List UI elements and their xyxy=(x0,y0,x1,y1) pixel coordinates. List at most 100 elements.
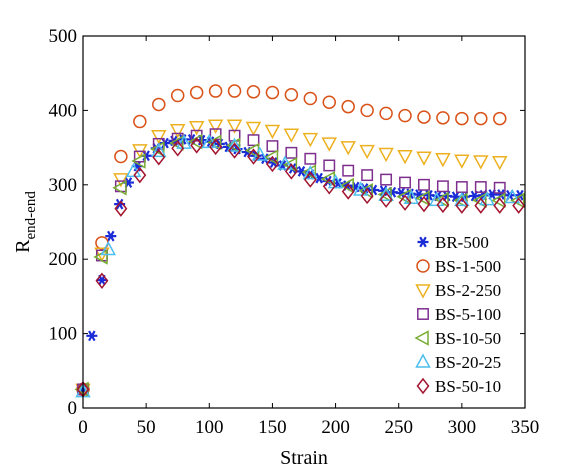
legend-item: BS-5-100 xyxy=(417,305,501,324)
data-point xyxy=(359,144,375,160)
data-point xyxy=(113,173,129,188)
x-tick-label: 250 xyxy=(384,417,413,438)
data-point xyxy=(479,191,495,206)
x-tick-label: 100 xyxy=(195,417,224,438)
data-point xyxy=(125,162,142,178)
data-point xyxy=(512,197,526,214)
data-point xyxy=(169,123,186,139)
data-point xyxy=(321,137,338,152)
data-point xyxy=(114,200,128,217)
data-point xyxy=(114,149,128,164)
data-point xyxy=(226,119,243,134)
legend-item: BS-1-500 xyxy=(416,257,501,276)
data-point xyxy=(417,195,431,213)
svg-text:Rend-end: Rend-end xyxy=(12,191,39,253)
x-tick-label: 50 xyxy=(137,417,156,438)
data-point xyxy=(228,142,241,159)
legend-label: BS-1-500 xyxy=(435,257,501,276)
data-point xyxy=(436,180,449,193)
data-point xyxy=(491,155,508,171)
data-point xyxy=(353,181,369,196)
data-point xyxy=(493,181,506,194)
legend-label: BR-500 xyxy=(435,233,489,252)
legend-item: BR-500 xyxy=(417,233,489,252)
legend-marker xyxy=(417,236,429,248)
data-point xyxy=(285,146,298,159)
data-point xyxy=(454,154,470,169)
data-point xyxy=(379,191,393,208)
y-tick-label: 0 xyxy=(68,398,78,419)
data-point xyxy=(226,137,243,152)
data-point xyxy=(455,181,468,193)
legend: BR-500 BS-1-500 BS-2-250 BS-5-100 BS-10-50 BS… xyxy=(414,233,501,396)
data-point xyxy=(380,173,393,186)
axis-ticks: 0 50 100 150 200 250 300 350 0 100 200 300 400 500 xyxy=(49,26,540,438)
legend-label: BS-2-250 xyxy=(435,281,501,300)
data-point xyxy=(455,197,469,214)
legend-item: BS-10-50 xyxy=(414,329,501,348)
data-point xyxy=(152,149,166,166)
legend-marker xyxy=(415,353,431,368)
data-point xyxy=(201,133,218,149)
data-point xyxy=(189,85,204,100)
y-tick-label: 200 xyxy=(49,249,78,270)
y-axis-label-main: R xyxy=(12,239,34,253)
data-point xyxy=(188,133,203,150)
y-tick-label: 300 xyxy=(49,175,78,196)
x-tick-label: 350 xyxy=(511,417,540,438)
data-point xyxy=(399,176,411,189)
data-point xyxy=(304,152,317,165)
data-point xyxy=(396,188,411,205)
legend-item: BS-2-250 xyxy=(415,281,501,300)
data-point xyxy=(378,147,394,163)
y-axis-label: Rend-end xyxy=(12,191,39,253)
data-point xyxy=(491,192,506,209)
data-point xyxy=(247,134,260,147)
data-point xyxy=(403,189,420,204)
x-axis-label: Strain xyxy=(280,447,328,469)
data-point xyxy=(176,134,192,149)
data-point xyxy=(340,141,356,156)
data-point xyxy=(171,140,185,157)
data-point xyxy=(265,155,279,173)
legend-marker xyxy=(416,377,430,395)
data-point xyxy=(246,85,261,99)
data-point xyxy=(361,169,374,182)
data-point xyxy=(86,330,98,342)
legend-label: BS-20-25 xyxy=(435,353,501,372)
data-point xyxy=(302,165,319,180)
data-point xyxy=(417,110,431,124)
data-point xyxy=(247,148,260,165)
legend-item: BS-20-25 xyxy=(415,353,501,372)
legend-marker xyxy=(414,330,429,346)
data-point xyxy=(504,188,521,204)
legend-marker xyxy=(417,308,429,320)
data-point xyxy=(398,194,412,211)
y-tick-label: 500 xyxy=(49,26,78,47)
data-point xyxy=(436,111,450,125)
data-point xyxy=(474,197,488,214)
data-point xyxy=(264,124,281,140)
data-point xyxy=(105,230,117,242)
data-point xyxy=(474,181,487,193)
data-point xyxy=(367,184,379,196)
data-point xyxy=(303,91,318,106)
data-point xyxy=(190,137,204,154)
data-point xyxy=(379,106,393,121)
data-point xyxy=(360,187,374,205)
data-point xyxy=(492,111,507,126)
data-point xyxy=(151,129,167,145)
data-point xyxy=(245,121,262,137)
data-point xyxy=(323,159,336,172)
x-tick-label: 200 xyxy=(321,417,350,438)
data-point xyxy=(428,191,445,207)
data-point xyxy=(188,121,205,136)
legend-marker xyxy=(415,284,431,299)
data-point xyxy=(93,249,108,265)
data-point xyxy=(322,178,336,195)
data-point xyxy=(263,149,279,166)
data-point xyxy=(284,88,299,102)
data-point xyxy=(435,153,451,168)
data-point xyxy=(455,111,469,126)
